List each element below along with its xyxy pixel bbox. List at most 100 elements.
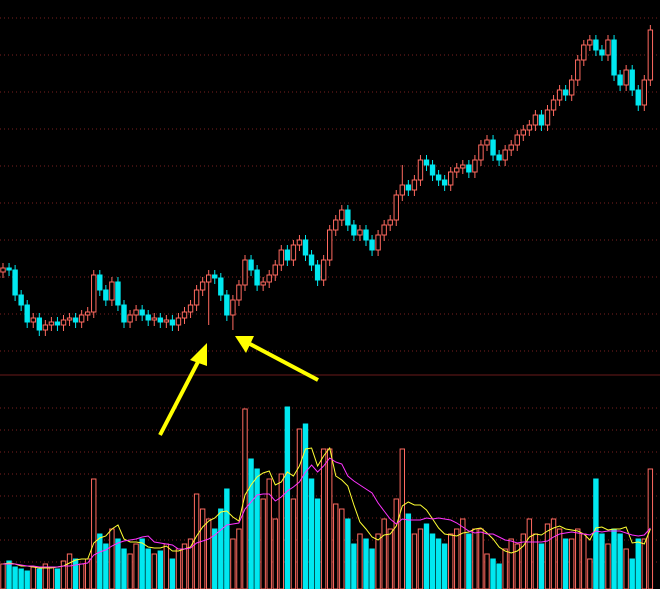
volume-bar <box>544 523 551 589</box>
volume-bar <box>339 508 345 589</box>
volume-bar <box>441 543 448 589</box>
candle-body <box>399 184 406 196</box>
volume-bar <box>193 493 200 589</box>
volume-bar <box>12 566 18 589</box>
candle-body <box>605 39 611 56</box>
candle-body <box>308 254 315 266</box>
volume-bar <box>550 518 557 589</box>
candle-body <box>272 264 278 276</box>
candle-body <box>302 239 309 256</box>
candle-body <box>429 164 436 176</box>
candle-body <box>193 289 200 306</box>
candle-body <box>435 174 442 181</box>
candle-body <box>381 224 387 236</box>
volume-bar <box>91 478 97 589</box>
candle-body <box>369 239 375 251</box>
volume-bar <box>393 498 399 589</box>
candle-body <box>30 317 36 323</box>
candle-body <box>393 194 399 221</box>
volume-bar <box>103 543 109 589</box>
volume-bar <box>187 538 194 589</box>
volume-bar <box>435 538 442 589</box>
candle-body <box>97 274 103 291</box>
candle-body <box>163 319 170 323</box>
candle-body <box>351 224 357 236</box>
volume-bar <box>163 543 170 589</box>
volume-bar <box>575 528 581 589</box>
volume-bar <box>48 566 55 589</box>
candle-body <box>647 29 654 81</box>
candle-body <box>254 269 260 286</box>
volume-ma-line <box>2 446 651 569</box>
volume-bar <box>260 498 266 589</box>
volume-bar <box>78 563 85 589</box>
volume-bar <box>145 548 151 589</box>
candle-body <box>296 239 303 246</box>
candle-body <box>575 59 581 81</box>
candle-body <box>151 317 157 321</box>
volume-bar <box>417 528 424 589</box>
candle-body <box>115 281 121 306</box>
candle-body <box>339 209 345 221</box>
volume-bar <box>363 538 369 589</box>
volume-bar <box>199 508 206 589</box>
volume-bar <box>236 528 242 589</box>
volume-bar <box>526 518 533 589</box>
volume-bar <box>623 548 629 589</box>
volume-ma-line <box>3 457 651 568</box>
candle-body <box>66 317 73 321</box>
candle-body <box>218 277 224 296</box>
volume-bar <box>496 563 502 589</box>
volume-bar <box>308 478 315 589</box>
volume-bar <box>272 518 278 589</box>
candle-body <box>635 89 641 106</box>
volume-bar <box>296 428 303 589</box>
volume-bar <box>472 528 478 589</box>
volume-bar <box>357 533 363 589</box>
volume-bar <box>387 528 393 589</box>
volume-bar <box>109 528 115 589</box>
volume-bar <box>278 473 285 589</box>
candle-body <box>139 309 145 316</box>
candle-body <box>387 219 393 226</box>
candle-body <box>538 114 545 126</box>
volume-bar <box>0 563 6 589</box>
volume-bar <box>18 568 24 589</box>
candle-body <box>0 267 6 273</box>
volume-bar <box>314 498 321 589</box>
candle-body <box>345 209 351 226</box>
candle-body <box>320 259 327 281</box>
volume-bar <box>375 533 381 589</box>
volume-bar <box>538 543 545 589</box>
volume-bar <box>617 533 623 589</box>
candle-body <box>248 259 254 271</box>
volume-bar <box>333 503 339 589</box>
candle-body <box>375 234 381 251</box>
candle-body <box>242 259 248 286</box>
volume-bar <box>381 518 387 589</box>
candle-body <box>127 314 133 323</box>
candle-body <box>496 154 502 161</box>
candle-body <box>502 149 508 161</box>
candle-body <box>157 317 164 323</box>
volume-bar <box>411 533 418 589</box>
volume-bar <box>224 488 230 589</box>
candle-body <box>357 229 363 236</box>
candle-body <box>278 249 285 266</box>
candle-body <box>42 324 49 331</box>
grid <box>0 17 660 563</box>
volume-bar <box>42 563 49 589</box>
candle-body <box>472 159 478 173</box>
volume-bar <box>230 538 236 589</box>
candle-body <box>109 281 115 301</box>
volume-bar <box>36 568 42 589</box>
volume-bar <box>502 548 508 589</box>
candle-body <box>78 314 85 323</box>
candle-body <box>72 317 79 323</box>
candle-body <box>85 311 91 316</box>
volume-bar <box>484 553 490 589</box>
volume-bar <box>569 538 575 589</box>
candle-body <box>333 219 339 231</box>
candle-body <box>508 144 514 151</box>
